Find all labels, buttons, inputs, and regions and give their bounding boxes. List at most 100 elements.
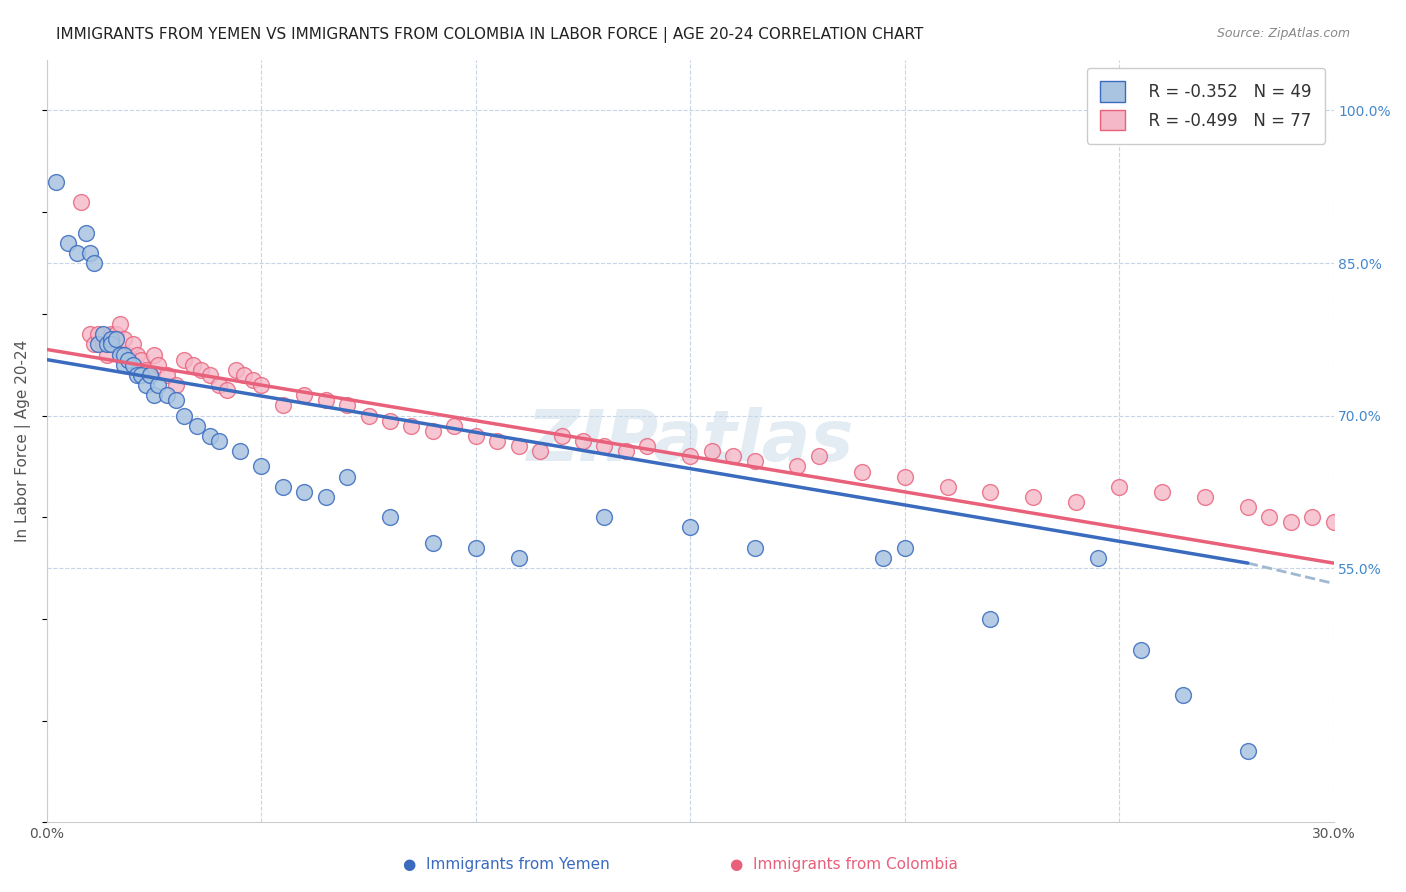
Point xyxy=(83,256,105,270)
Point xyxy=(135,378,157,392)
Point xyxy=(198,429,221,443)
Point xyxy=(100,337,122,351)
Point xyxy=(96,348,118,362)
Point xyxy=(744,541,766,555)
Point xyxy=(79,245,101,260)
Point xyxy=(225,363,247,377)
Point xyxy=(207,434,229,448)
Point xyxy=(58,235,80,250)
Point xyxy=(198,368,221,382)
Text: ZIPatlas: ZIPatlas xyxy=(527,407,853,475)
Point xyxy=(721,450,744,464)
Point xyxy=(336,469,359,483)
Point xyxy=(229,444,252,458)
Point xyxy=(121,358,143,372)
Point xyxy=(744,454,766,468)
Point xyxy=(315,393,337,408)
Point xyxy=(165,378,187,392)
Point xyxy=(1194,490,1216,504)
Point xyxy=(271,399,294,413)
Point xyxy=(108,317,131,331)
Point xyxy=(1258,510,1281,524)
Point xyxy=(807,450,830,464)
Point xyxy=(593,510,616,524)
Point xyxy=(378,510,401,524)
Point xyxy=(1386,266,1406,280)
Point xyxy=(135,363,157,377)
Point xyxy=(508,551,530,566)
Point xyxy=(156,388,179,402)
Point xyxy=(700,444,723,458)
Point xyxy=(593,439,616,453)
Point xyxy=(186,418,208,433)
Y-axis label: In Labor Force | Age 20-24: In Labor Force | Age 20-24 xyxy=(15,340,31,542)
Point xyxy=(250,459,273,474)
Point xyxy=(165,393,187,408)
Point xyxy=(217,383,239,397)
Point xyxy=(45,175,67,189)
Point xyxy=(91,337,114,351)
Point xyxy=(87,337,110,351)
Point xyxy=(121,337,143,351)
Point xyxy=(872,551,894,566)
Legend:   R = -0.352   N = 49,   R = -0.499   N = 77: R = -0.352 N = 49, R = -0.499 N = 77 xyxy=(1087,68,1326,144)
Point xyxy=(181,358,204,372)
Point xyxy=(70,194,93,209)
Point xyxy=(100,332,122,346)
Point xyxy=(117,348,139,362)
Point xyxy=(529,444,551,458)
Point xyxy=(207,378,229,392)
Point xyxy=(100,327,122,342)
Point xyxy=(422,424,444,438)
Point xyxy=(1365,235,1388,250)
Point xyxy=(190,363,212,377)
Point xyxy=(148,378,170,392)
Point xyxy=(104,327,127,342)
Point xyxy=(148,358,170,372)
Point xyxy=(786,459,808,474)
Point xyxy=(550,429,572,443)
Point xyxy=(614,444,637,458)
Point xyxy=(173,352,195,367)
Point xyxy=(112,348,135,362)
Point xyxy=(1129,642,1152,657)
Point xyxy=(336,399,359,413)
Point xyxy=(378,414,401,428)
Point xyxy=(979,612,1001,626)
Point xyxy=(1236,744,1258,758)
Point xyxy=(357,409,380,423)
Point xyxy=(893,469,915,483)
Point xyxy=(87,327,110,342)
Point xyxy=(1087,551,1109,566)
Point xyxy=(979,484,1001,499)
Point xyxy=(1150,484,1173,499)
Point xyxy=(250,378,273,392)
Point xyxy=(112,358,135,372)
Point xyxy=(679,520,702,534)
Point xyxy=(139,368,162,382)
Point xyxy=(173,409,195,423)
Point xyxy=(156,368,179,382)
Point xyxy=(1279,516,1302,530)
Point xyxy=(83,337,105,351)
Point xyxy=(1322,516,1344,530)
Point xyxy=(486,434,509,448)
Point xyxy=(131,368,153,382)
Point xyxy=(936,480,959,494)
Point xyxy=(1108,480,1130,494)
Point xyxy=(75,226,97,240)
Point xyxy=(66,245,89,260)
Point xyxy=(1301,510,1323,524)
Point xyxy=(292,388,315,402)
Point xyxy=(315,490,337,504)
Text: Source: ZipAtlas.com: Source: ZipAtlas.com xyxy=(1216,27,1350,40)
Point xyxy=(893,541,915,555)
Text: IMMIGRANTS FROM YEMEN VS IMMIGRANTS FROM COLOMBIA IN LABOR FORCE | AGE 20-24 COR: IMMIGRANTS FROM YEMEN VS IMMIGRANTS FROM… xyxy=(56,27,924,43)
Point xyxy=(242,373,264,387)
Point xyxy=(422,535,444,549)
Point xyxy=(108,348,131,362)
Point xyxy=(636,439,658,453)
Point xyxy=(233,368,256,382)
Point xyxy=(271,480,294,494)
Point xyxy=(79,327,101,342)
